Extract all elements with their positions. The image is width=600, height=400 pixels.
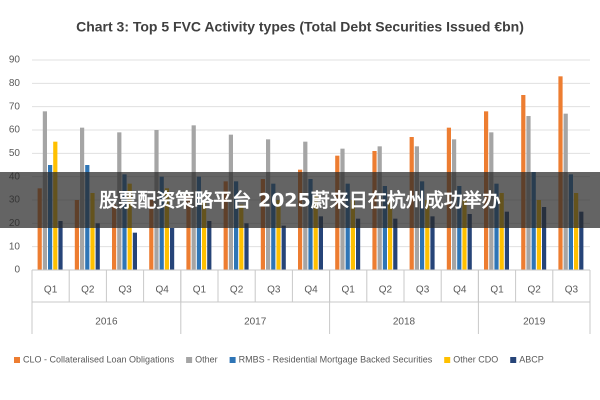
group-label: 2019 [523, 317, 546, 328]
bar [202, 200, 207, 270]
bar [467, 214, 472, 270]
x-tick-label: Q1 [193, 285, 207, 296]
bar [504, 211, 509, 270]
x-tick-label: Q2 [230, 285, 244, 296]
bar [281, 225, 286, 270]
bar [149, 200, 154, 270]
banner-text: 股票配资策略平台 2025蔚来日在杭州成功举办 [99, 189, 501, 212]
bar [112, 204, 117, 270]
bar [37, 188, 42, 270]
legend-label: ABCP [519, 354, 544, 364]
legend-marker [186, 357, 193, 363]
y-tick-label: 50 [9, 148, 21, 159]
x-tick-label: Q3 [118, 285, 132, 296]
legend-marker [510, 357, 517, 363]
chart-title: Chart 3: Top 5 FVC Activity types (Total… [76, 19, 524, 35]
x-tick-label: Q2 [81, 285, 95, 296]
x-tick-label: Q1 [44, 285, 58, 296]
bar [499, 193, 504, 270]
bar [313, 195, 318, 270]
bar [542, 207, 547, 270]
y-tick-label: 60 [9, 125, 21, 136]
x-tick-label: Q2 [379, 285, 393, 296]
legend-label: Other CDO [453, 354, 498, 364]
legend-label: RMBS - Residential Mortgage Backed Secur… [239, 354, 433, 364]
group-label: 2018 [393, 317, 416, 328]
legend-label: CLO - Collateralised Loan Obligations [23, 354, 175, 364]
bar [186, 195, 191, 270]
legend-marker [14, 357, 20, 363]
group-label: 2017 [244, 317, 267, 328]
x-tick-label: Q3 [267, 285, 281, 296]
y-tick-label: 90 [9, 55, 21, 66]
x-tick-label: Q1 [490, 285, 504, 296]
y-tick-label: 0 [14, 265, 20, 276]
bar [393, 218, 398, 270]
x-tick-label: Q4 [304, 285, 318, 296]
bar [318, 216, 323, 270]
y-tick-label: 10 [9, 241, 21, 252]
banner-background [0, 172, 600, 228]
bar [170, 228, 175, 270]
group-label: 2016 [95, 317, 118, 328]
x-tick-label: Q4 [156, 285, 170, 296]
bar [462, 200, 467, 270]
y-tick-label: 70 [9, 101, 21, 112]
legend-marker [444, 357, 451, 363]
bar [95, 223, 100, 270]
bar [350, 200, 355, 270]
bar [425, 200, 430, 270]
x-tick-label: Q4 [453, 285, 467, 296]
bar [579, 211, 584, 270]
bar [164, 188, 169, 270]
bar [536, 200, 541, 270]
x-tick-label: Q3 [416, 285, 430, 296]
y-tick-label: 80 [9, 78, 21, 89]
bar [132, 232, 137, 270]
bar [90, 193, 95, 270]
bar [430, 216, 435, 270]
legend-marker [229, 357, 236, 363]
x-tick-label: Q1 [342, 285, 356, 296]
bar [74, 200, 79, 270]
bar [58, 221, 63, 270]
x-tick-label: Q3 [565, 285, 579, 296]
bar [244, 223, 249, 270]
bar [207, 221, 212, 270]
bar [239, 204, 244, 270]
bar [574, 193, 579, 270]
legend-label: Other [195, 354, 218, 364]
bar [356, 218, 361, 270]
bar [276, 200, 281, 270]
x-tick-label: Q2 [528, 285, 542, 296]
bar [388, 200, 393, 270]
